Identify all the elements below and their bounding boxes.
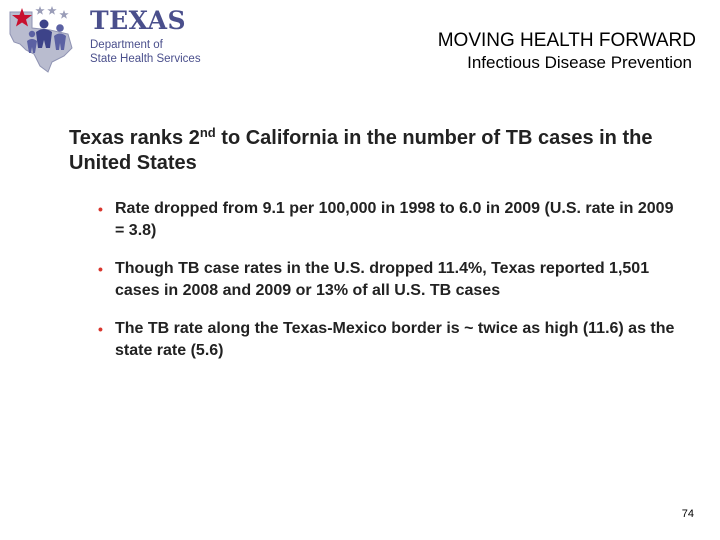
- bullet-text: Rate dropped from 9.1 per 100,000 in 199…: [115, 200, 674, 239]
- logo-wordmark: TEXAS: [90, 6, 187, 35]
- dshs-logo: TEXAS Department of State Health Service…: [6, 4, 206, 76]
- bullet-item: • The TB rate along the Texas-Mexico bor…: [98, 318, 678, 362]
- bullet-list: • Rate dropped from 9.1 per 100,000 in 1…: [98, 198, 678, 378]
- bullet-dot-icon: •: [98, 201, 103, 217]
- bullet-text: The TB rate along the Texas-Mexico borde…: [115, 320, 675, 359]
- logo-department: Department of State Health Services: [90, 39, 201, 65]
- heading-text-pre: Texas ranks 2: [69, 127, 200, 149]
- heading-text-post: to California in the number of TB cases …: [69, 127, 653, 174]
- header-title: MOVING HEALTH FORWARD: [437, 30, 696, 51]
- bullet-text: Though TB case rates in the U.S. dropped…: [115, 260, 650, 299]
- heading-superscript: nd: [199, 125, 216, 140]
- bullet-item: • Though TB case rates in the U.S. dropp…: [98, 258, 678, 302]
- bullet-dot-icon: •: [98, 321, 103, 337]
- slide-heading: Texas ranks 2nd to California in the num…: [69, 126, 669, 176]
- page-number: 74: [681, 508, 694, 520]
- bullet-dot-icon: •: [98, 261, 103, 277]
- texas-state-figures-icon: [9, 6, 73, 73]
- bullet-item: • Rate dropped from 9.1 per 100,000 in 1…: [98, 198, 678, 242]
- header-subtitle: Infectious Disease Prevention: [467, 53, 692, 72]
